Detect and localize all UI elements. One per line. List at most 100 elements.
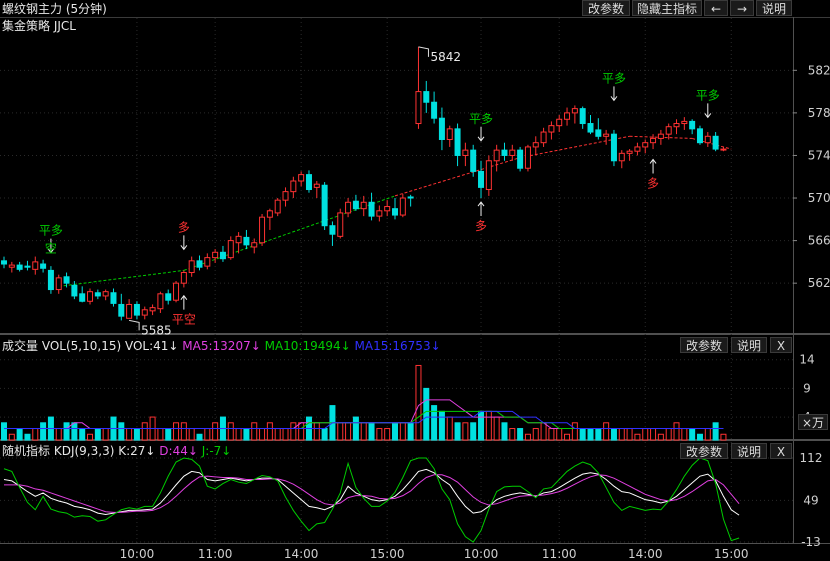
candle — [235, 232, 242, 254]
candle-body — [196, 260, 203, 268]
arrow-left-button[interactable]: ← — [704, 0, 728, 16]
volume-bar — [360, 422, 367, 441]
candle-body — [141, 309, 148, 316]
volume-ma15-line — [4, 410, 724, 430]
candle-body — [290, 180, 297, 193]
time-label: 14:00 — [628, 547, 663, 561]
candle-body — [376, 210, 383, 217]
volume-bar — [485, 410, 492, 441]
kdj-j-line — [3, 457, 740, 543]
candle — [118, 293, 125, 321]
candle — [399, 193, 406, 218]
candle — [501, 142, 508, 161]
volume-bar — [438, 410, 445, 441]
signal-label: 多 — [647, 176, 659, 190]
candle-body — [24, 265, 31, 268]
volume-bar — [118, 422, 125, 441]
kdj-params: KDJ(9,3,3) — [53, 444, 115, 458]
candle-body — [227, 240, 234, 259]
kdj-k-value: K:27↓ — [118, 444, 156, 458]
candle-body — [626, 150, 633, 154]
candle — [329, 221, 336, 246]
candle-body — [94, 292, 101, 297]
candle-body — [509, 149, 516, 156]
candle — [485, 155, 492, 196]
candle — [665, 123, 672, 140]
candle — [24, 260, 31, 271]
kdj-d-value: D:44↓ — [159, 444, 198, 458]
volume-bar — [407, 422, 414, 441]
signal-arrow — [477, 126, 485, 142]
candle-body — [16, 264, 23, 270]
volume-help-button[interactable]: 说明 — [731, 337, 767, 353]
volume-bar — [204, 428, 211, 441]
hide-main-indicator-button[interactable]: 隐藏主指标 — [632, 0, 702, 16]
volume-bar — [618, 428, 625, 441]
candle — [720, 146, 727, 152]
signal-label: 平空 — [172, 313, 196, 327]
candle — [251, 238, 258, 254]
volume-bar — [133, 428, 140, 441]
volume-close-button[interactable]: X — [770, 337, 792, 353]
volume-bar — [87, 433, 94, 441]
candle — [321, 182, 328, 230]
candle-body — [133, 303, 140, 316]
volume-bar — [266, 422, 273, 441]
kdj-j-value: J:-7↓ — [201, 444, 232, 458]
volume-label: 成交量 — [2, 339, 39, 353]
volume-bar — [345, 422, 352, 441]
candle-body — [517, 149, 524, 169]
candle-body — [673, 123, 680, 128]
candle-body — [650, 137, 657, 144]
candle — [415, 46, 422, 129]
volume-bar — [712, 422, 719, 441]
candle-body — [423, 91, 430, 103]
volume-bar — [1, 422, 7, 441]
volume-bar — [94, 428, 101, 441]
arrow-right-button[interactable]: → — [730, 0, 754, 16]
candle-body — [415, 91, 422, 125]
volume-bar — [282, 428, 289, 441]
volume-bar — [313, 422, 320, 441]
candle-body — [40, 263, 47, 269]
change-params-button[interactable]: 改参数 — [582, 0, 630, 16]
candle-body — [556, 118, 563, 127]
candle — [71, 281, 78, 300]
kdj-change-params-button[interactable]: 改参数 — [680, 443, 728, 459]
candle-body — [352, 200, 359, 210]
candle — [87, 288, 94, 305]
kdj-close-button[interactable]: X — [770, 443, 792, 459]
candle-body — [696, 128, 703, 144]
candle — [470, 144, 477, 177]
candle — [712, 132, 719, 152]
candle-body — [243, 236, 250, 246]
candle — [212, 249, 219, 263]
trend-line-segment — [394, 157, 521, 197]
signal-arrow — [180, 294, 188, 310]
candle — [673, 119, 680, 135]
candle-body — [689, 120, 696, 130]
candle-body — [603, 133, 610, 137]
candle — [407, 194, 414, 207]
kdj-help-button[interactable]: 说明 — [731, 443, 767, 459]
volume-change-params-button[interactable]: 改参数 — [680, 337, 728, 353]
help-button[interactable]: 说明 — [756, 0, 792, 16]
axis-divider — [793, 17, 794, 543]
volume-tick-label: 14 — [799, 353, 814, 367]
candle-body — [149, 307, 156, 312]
candle — [642, 139, 649, 154]
price-tick-label: 5740 — [808, 148, 830, 162]
candle-body — [55, 277, 62, 291]
price-tick-label: 5780 — [808, 106, 830, 120]
candle — [610, 129, 617, 167]
candle-body — [126, 303, 133, 319]
volume-bar — [704, 428, 711, 441]
candle — [94, 289, 101, 300]
volume-ma5: MA5:13207↓ — [182, 339, 261, 353]
panel-divider-main — [0, 333, 830, 335]
candle-body — [282, 191, 289, 201]
candle-body — [610, 133, 617, 162]
volume-bar — [524, 433, 531, 441]
volume-bar — [298, 422, 305, 441]
